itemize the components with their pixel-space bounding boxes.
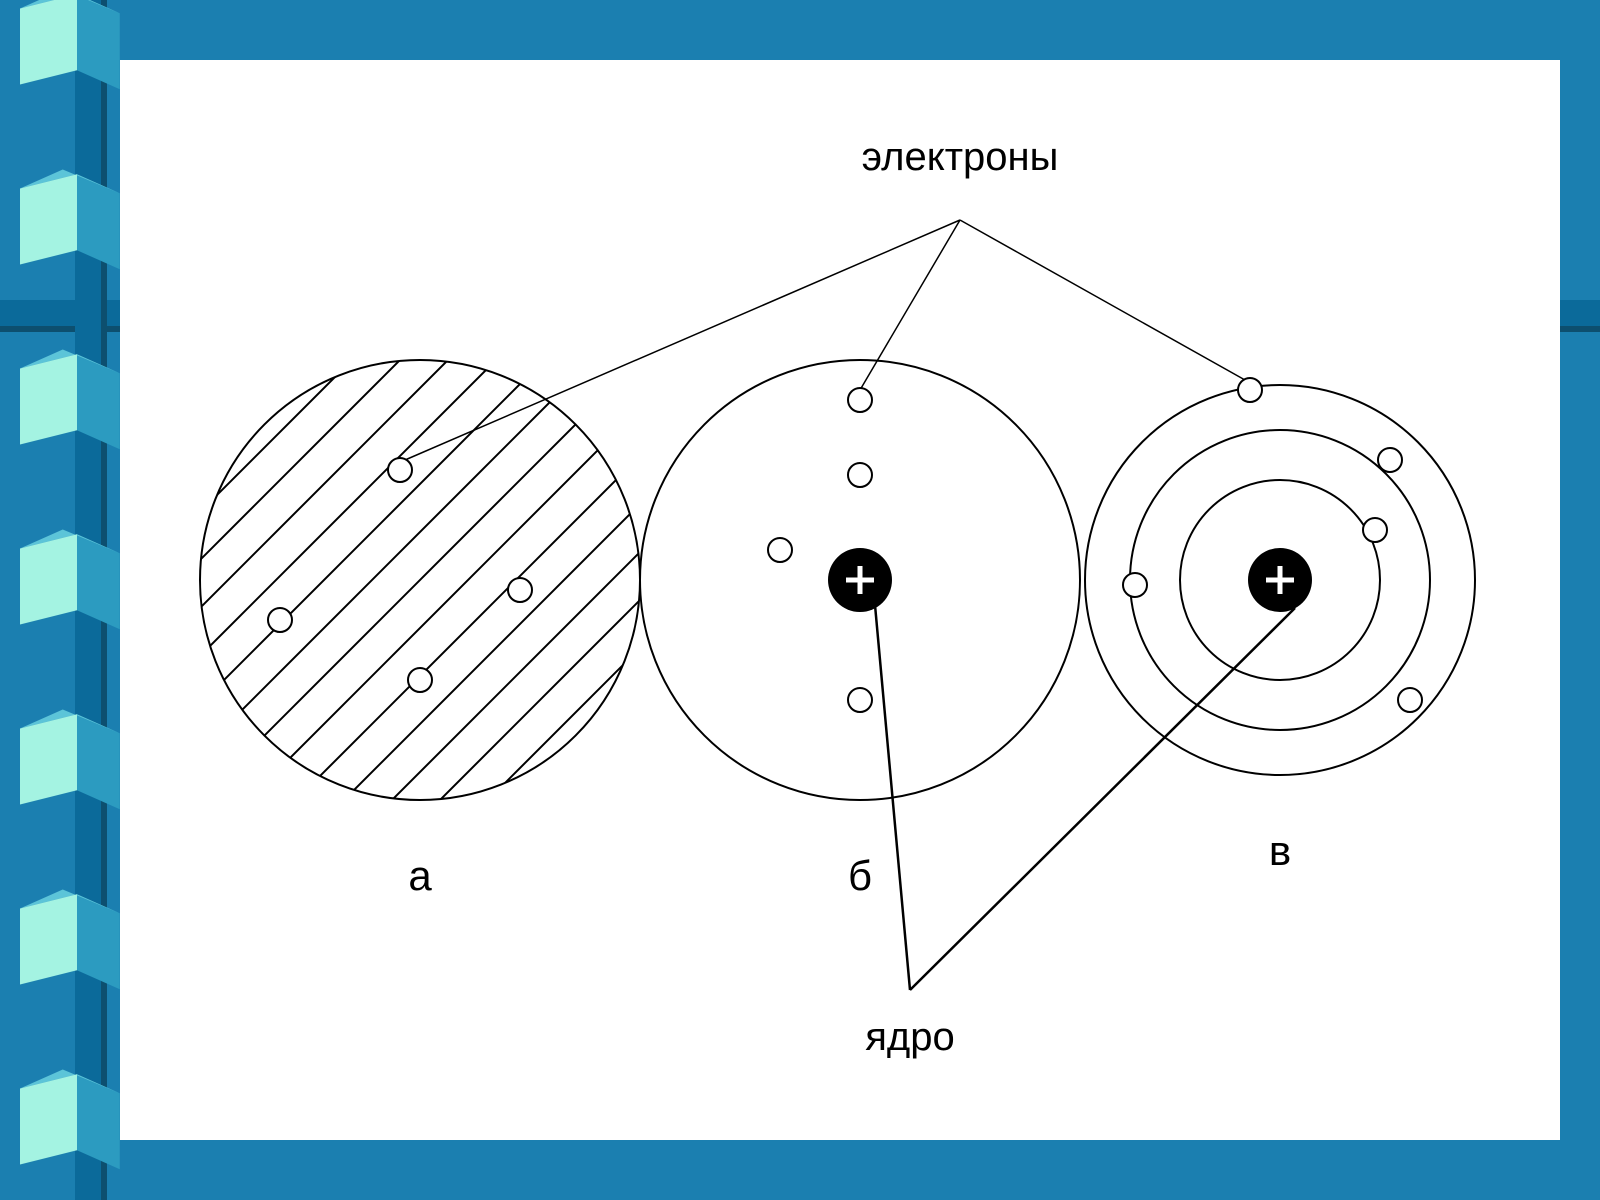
electron [508,578,532,602]
electron [848,688,872,712]
atom-model-a: а [120,320,1160,899]
electron [1363,518,1387,542]
electron [1398,688,1422,712]
slide-background: электроны а б в ядро [0,0,1600,1200]
model-label-a: а [408,852,432,899]
atom-model-b: б [640,360,1080,899]
electron [1123,573,1147,597]
electrons-label: электроны [862,135,1059,179]
electron [408,668,432,692]
electron [268,608,292,632]
electron [388,458,412,482]
model-label-c: в [1269,827,1291,874]
electron [848,463,872,487]
atom-models-diagram: электроны а б в ядро [120,60,1560,1140]
nucleus-pointer-lines [875,605,1295,990]
electron [768,538,792,562]
electron [848,388,872,412]
electron [1378,448,1402,472]
electrons-pointer-lines [405,220,1245,460]
diagram-panel: электроны а б в ядро [120,60,1560,1140]
electron [1238,378,1262,402]
model-label-b: б [848,852,872,899]
atom-model-c: в [1085,378,1475,874]
nucleus-label: ядро [865,1015,955,1059]
